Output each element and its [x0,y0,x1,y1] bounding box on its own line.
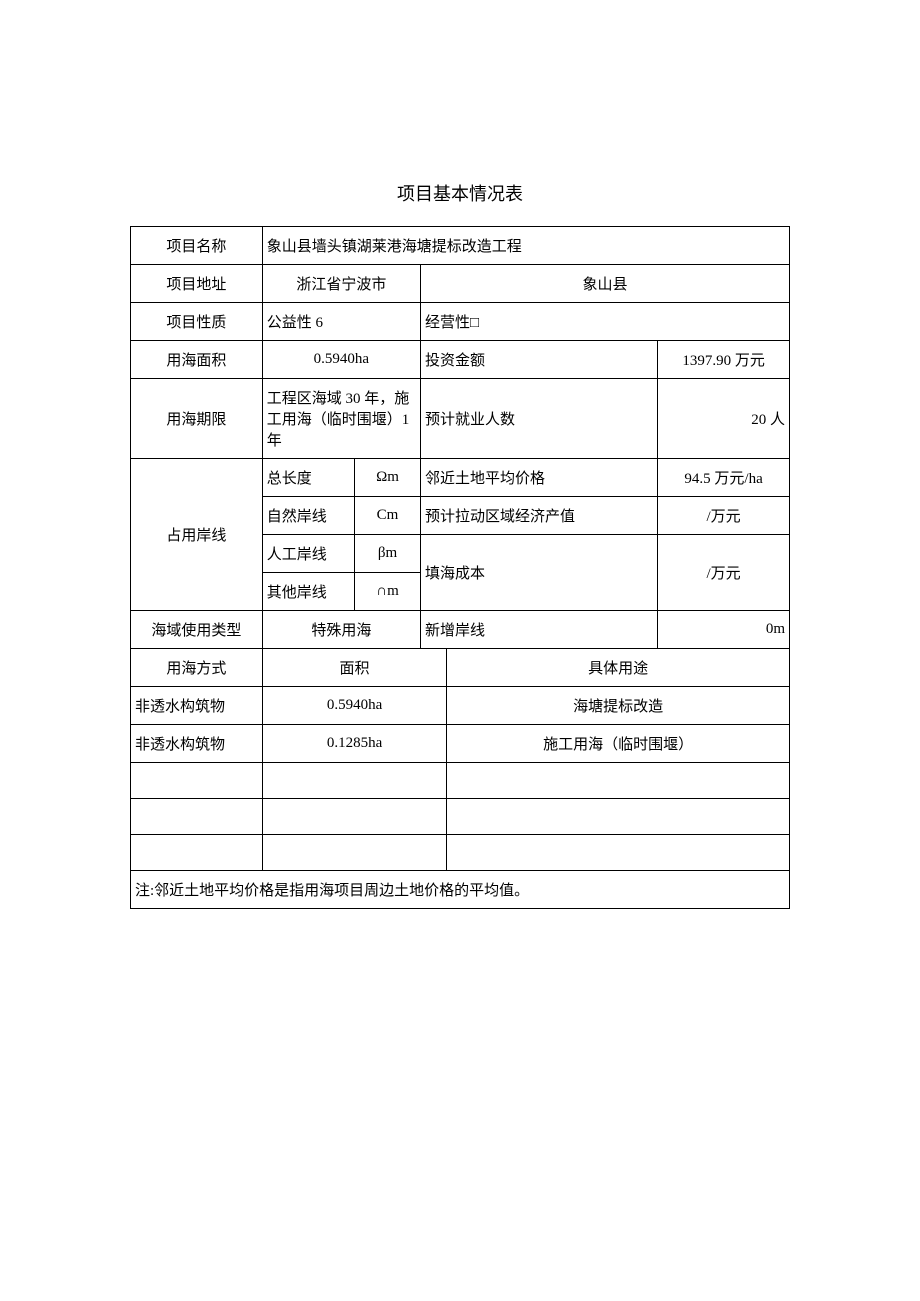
label-regional-economy: 预计拉动区域经济产值 [420,497,657,535]
value-employment: 20 人 [658,379,790,459]
empty-cell [131,763,263,799]
label-investment: 投资金额 [420,341,657,379]
empty-cell [447,835,790,871]
label-sea-use-type: 海域使用类型 [131,611,263,649]
empty-cell [262,835,447,871]
value-nature-public: 公益性 6 [262,303,420,341]
label-total-length: 总长度 [262,459,354,497]
value-row2-area: 0.1285ha [262,725,447,763]
label-adjacent-land: 邻近土地平均价格 [420,459,657,497]
label-artificial-shoreline: 人工岸线 [262,535,354,573]
label-new-shoreline: 新增岸线 [420,611,657,649]
value-adjacent-land: 94.5 万元/ha [658,459,790,497]
table-row: 用海面积 0.5940ha 投资金额 1397.90 万元 [131,341,790,379]
empty-cell [447,763,790,799]
value-sea-use-type: 特殊用海 [262,611,420,649]
value-row1-use: 海塘提标改造 [447,687,790,725]
table-row: 占用岸线 总长度 Ωm 邻近土地平均价格 94.5 万元/ha [131,459,790,497]
empty-cell [262,763,447,799]
value-regional-economy: /万元 [658,497,790,535]
label-employment: 预计就业人数 [420,379,657,459]
label-sea-use-method: 用海方式 [131,649,263,687]
header-specific-use: 具体用途 [447,649,790,687]
project-info-table: 项目名称 象山县墙头镇湖莱港海塘提标改造工程 项目地址 浙江省宁波市 象山县 项… [130,226,790,909]
value-new-shoreline: 0m [658,611,790,649]
table-row: 项目名称 象山县墙头镇湖莱港海塘提标改造工程 [131,227,790,265]
value-address-province: 浙江省宁波市 [262,265,420,303]
table-row: 海域使用类型 特殊用海 新增岸线 0m [131,611,790,649]
table-row: 用海期限 工程区海域 30 年，施工用海（临时围堰）1 年 预计就业人数 20 … [131,379,790,459]
empty-cell [131,799,263,835]
value-address-county: 象山县 [420,265,789,303]
page-title: 项目基本情况表 [130,180,790,206]
note-text: 注:邻近土地平均价格是指用海项目周边土地价格的平均值。 [131,871,790,909]
value-natural-shoreline: Cm [355,497,421,535]
value-project-name: 象山县墙头镇湖莱港海塘提标改造工程 [262,227,789,265]
value-nature-commercial: 经营性□ [420,303,789,341]
table-row-empty [131,799,790,835]
table-row: 项目地址 浙江省宁波市 象山县 [131,265,790,303]
value-row2-method: 非透水构筑物 [131,725,263,763]
label-natural-shoreline: 自然岸线 [262,497,354,535]
value-sea-area: 0.5940ha [262,341,420,379]
table-row: 项目性质 公益性 6 经营性□ [131,303,790,341]
value-reclamation-cost: /万元 [658,535,790,611]
label-sea-area: 用海面积 [131,341,263,379]
value-other-shoreline: ∩m [355,573,421,611]
value-total-length: Ωm [355,459,421,497]
label-sea-period: 用海期限 [131,379,263,459]
value-investment: 1397.90 万元 [658,341,790,379]
label-reclamation-cost: 填海成本 [420,535,657,611]
empty-cell [131,835,263,871]
table-row: 用海方式 面积 具体用途 [131,649,790,687]
header-area: 面积 [262,649,447,687]
document-container: 项目基本情况表 项目名称 象山县墙头镇湖莱港海塘提标改造工程 项目地址 浙江省宁… [130,180,790,909]
table-row: 非透水构筑物 0.1285ha 施工用海（临时围堰） [131,725,790,763]
label-project-name: 项目名称 [131,227,263,265]
value-artificial-shoreline: βm [355,535,421,573]
empty-cell [447,799,790,835]
value-sea-period: 工程区海域 30 年，施工用海（临时围堰）1 年 [262,379,420,459]
label-project-nature: 项目性质 [131,303,263,341]
table-row-note: 注:邻近土地平均价格是指用海项目周边土地价格的平均值。 [131,871,790,909]
empty-cell [262,799,447,835]
value-row1-method: 非透水构筑物 [131,687,263,725]
label-shoreline: 占用岸线 [131,459,263,611]
table-row: 非透水构筑物 0.5940ha 海塘提标改造 [131,687,790,725]
table-row-empty [131,835,790,871]
label-project-address: 项目地址 [131,265,263,303]
value-row1-area: 0.5940ha [262,687,447,725]
value-row2-use: 施工用海（临时围堰） [447,725,790,763]
table-row-empty [131,763,790,799]
label-other-shoreline: 其他岸线 [262,573,354,611]
